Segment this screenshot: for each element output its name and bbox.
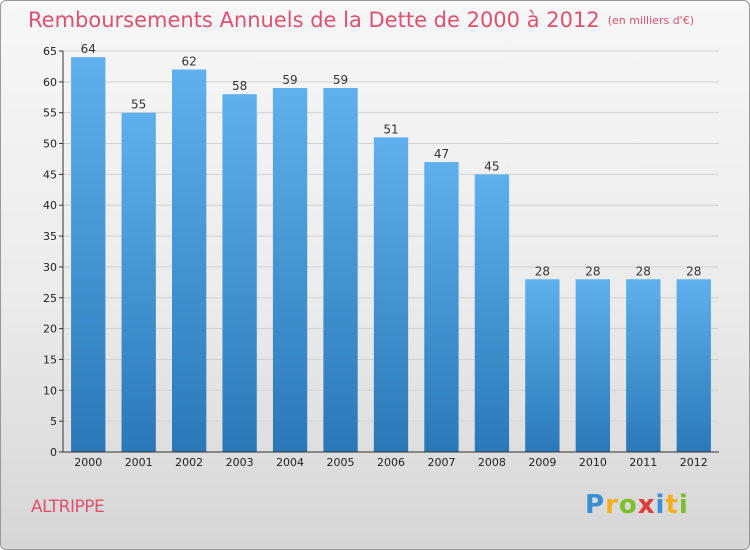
- x-tick-label-2002: 2002: [175, 456, 203, 469]
- x-tick-label-2003: 2003: [226, 456, 254, 469]
- logo-letter: o: [618, 490, 638, 520]
- logo-letter: i: [655, 490, 666, 520]
- value-label-2003: 58: [232, 79, 247, 93]
- y-tick-label-20: 20: [43, 323, 57, 336]
- logo-letter: t: [665, 490, 679, 520]
- y-tick-label-0: 0: [50, 446, 57, 459]
- x-tick-label-2010: 2010: [579, 456, 607, 469]
- bar-2004: [272, 88, 308, 452]
- y-tick-label-25: 25: [43, 292, 57, 305]
- x-tick-label-2005: 2005: [327, 456, 355, 469]
- y-tick-label-5: 5: [50, 415, 57, 428]
- y-tick-label-10: 10: [43, 384, 57, 397]
- x-axis: 2000 2001 2002 2003 2004 2005 2006 2007 2008 2009…: [63, 451, 719, 469]
- value-label-2012: 28: [686, 264, 701, 278]
- proxiti-logo: Proxiti: [585, 490, 689, 520]
- bar-2010: [575, 279, 611, 452]
- bar-2000: [71, 57, 106, 453]
- bar-2008: [474, 174, 510, 452]
- y-tick-label-40: 40: [43, 199, 57, 212]
- x-tick-label-2008: 2008: [478, 456, 506, 469]
- chart-unit: (en milliers d'€): [607, 14, 694, 27]
- bar-2009: [525, 279, 560, 452]
- bar-2002: [171, 69, 207, 452]
- bars: [71, 57, 711, 453]
- value-label-2002: 62: [182, 55, 197, 69]
- x-tick-label-2011: 2011: [629, 456, 657, 469]
- y-axis: 0 5 10 15 20 25 30 35 40 45 50 55 60 65: [43, 45, 64, 459]
- logo-letter: r: [605, 490, 619, 520]
- x-tick-label-2006: 2006: [377, 456, 405, 469]
- logo-letter: P: [585, 490, 606, 520]
- y-tick-label-35: 35: [43, 230, 57, 243]
- value-label-2008: 45: [484, 159, 499, 173]
- value-label-2007: 47: [434, 147, 449, 161]
- bar-2007: [424, 162, 459, 453]
- logo-letter: i: [678, 490, 689, 520]
- x-tick-label-2007: 2007: [427, 456, 455, 469]
- value-label-2000: 64: [81, 42, 96, 56]
- y-tick-label-55: 55: [43, 107, 57, 120]
- bar-2003: [222, 94, 257, 452]
- x-tick-label-2004: 2004: [276, 456, 304, 469]
- bar-2012: [676, 279, 711, 452]
- place-name: ALTRIPPE: [31, 497, 105, 517]
- x-tick-label-2012: 2012: [680, 456, 708, 469]
- value-label-2009: 28: [535, 264, 550, 278]
- logo-letter: x: [637, 490, 656, 520]
- y-tick-label-65: 65: [43, 45, 57, 58]
- value-label-2005: 59: [333, 73, 348, 87]
- value-label-2004: 59: [282, 73, 297, 87]
- bar-2005: [323, 88, 358, 452]
- bar-2006: [373, 137, 409, 452]
- y-tick-label-45: 45: [43, 168, 57, 181]
- x-tick-label-2000: 2000: [74, 456, 102, 469]
- x-tick-label-2009: 2009: [528, 456, 556, 469]
- value-label-2001: 55: [131, 98, 146, 112]
- chart-title-text: Remboursements Annuels de la Dette de 20…: [28, 8, 600, 32]
- x-tick-label-2001: 2001: [125, 456, 153, 469]
- value-label-2011: 28: [636, 264, 651, 278]
- value-labels: 64 55 62 58 59 59 51 47 45 28 28 28 28: [81, 42, 702, 278]
- value-label-2006: 51: [383, 122, 398, 136]
- y-tick-label-30: 30: [43, 261, 57, 274]
- bar-2001: [121, 112, 156, 452]
- chart-title: Remboursements Annuels de la Dette de 20…: [28, 8, 694, 32]
- bar-2011: [626, 279, 661, 452]
- y-tick-label-60: 60: [43, 76, 57, 89]
- y-tick-label-50: 50: [43, 138, 57, 151]
- y-tick-label-15: 15: [43, 353, 57, 366]
- value-label-2010: 28: [585, 264, 600, 278]
